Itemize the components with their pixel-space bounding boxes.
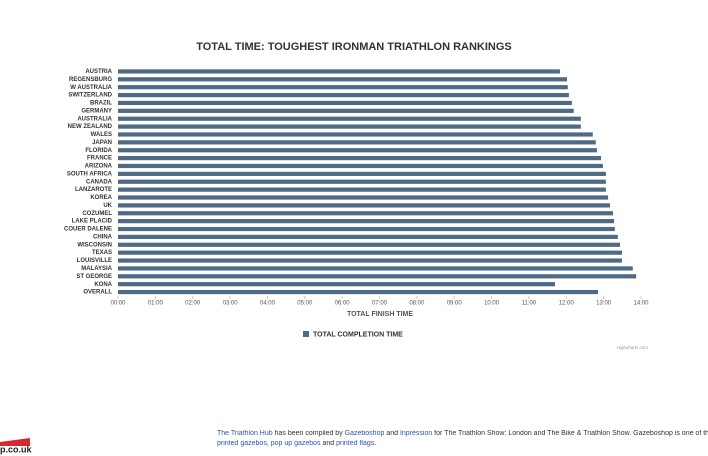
x-axis-label: TOTAL FINISH TIME bbox=[347, 311, 413, 318]
y-tick-label: LAKE PLACID bbox=[72, 219, 113, 225]
y-tick-label: REGENSBURG bbox=[69, 77, 112, 83]
bar bbox=[118, 140, 596, 145]
x-tick-label: 10:00 bbox=[484, 301, 500, 307]
bar bbox=[118, 156, 602, 161]
bar bbox=[118, 226, 615, 232]
logo-mark bbox=[0, 438, 30, 446]
footer-text: and bbox=[320, 440, 337, 447]
bar bbox=[118, 282, 556, 287]
y-tick-label: LOUISVILLE bbox=[77, 258, 112, 264]
y-tick-label: AUSTRIA bbox=[85, 69, 112, 75]
y-tick-label: CHINA bbox=[93, 234, 113, 240]
bar bbox=[118, 132, 593, 137]
bar bbox=[118, 163, 603, 169]
link[interactable]: Inpression bbox=[399, 430, 433, 437]
y-tick-label: KONA bbox=[94, 282, 112, 288]
link[interactable]: Gazeboshop bbox=[344, 430, 385, 437]
bar bbox=[118, 250, 622, 255]
x-tick-label: 08:00 bbox=[409, 301, 425, 307]
x-tick-label: 04:00 bbox=[260, 301, 276, 307]
y-tick-label: UK bbox=[103, 203, 112, 209]
bar bbox=[118, 124, 581, 129]
x-tick-label: 13:00 bbox=[596, 301, 612, 307]
y-tick-label: ARIZONA bbox=[85, 164, 113, 170]
y-tick-label: GERMANY bbox=[81, 108, 112, 114]
y-tick-label: FLORIDA bbox=[85, 148, 112, 154]
bar bbox=[118, 266, 633, 271]
footer-text: has been compiled by bbox=[272, 430, 345, 437]
x-tick-label: 02:00 bbox=[185, 301, 201, 307]
footer-line: printed gazebos, pop up gazebos and prin… bbox=[217, 440, 708, 447]
y-tick-label: NEW ZEALAND bbox=[68, 124, 113, 130]
x-tick-label: 09:00 bbox=[447, 301, 463, 307]
bar bbox=[118, 148, 597, 153]
link[interactable]: pop up gazebos bbox=[270, 440, 321, 447]
bar bbox=[118, 92, 569, 98]
y-tick-label: MALAYSIA bbox=[81, 266, 112, 272]
legend-swatch bbox=[303, 331, 309, 337]
bar bbox=[118, 258, 622, 263]
bar bbox=[118, 242, 621, 247]
y-tick-label: WISCONSIN bbox=[77, 242, 112, 248]
footer-text: . bbox=[374, 440, 377, 447]
bar bbox=[118, 195, 609, 200]
y-tick-label: LANZAROTE bbox=[75, 187, 112, 193]
credit: Highcharts.com bbox=[617, 345, 649, 350]
y-tick-label: TEXAS bbox=[92, 250, 112, 256]
bar bbox=[118, 289, 599, 295]
y-tick-label: KOREA bbox=[90, 195, 112, 201]
y-tick-label: OVERALL bbox=[83, 290, 112, 296]
y-tick-label: JAPAN bbox=[92, 140, 112, 146]
chart-title: TOTAL TIME: TOUGHEST IRONMAN TRIATHLON R… bbox=[196, 41, 512, 53]
footer-text: for The Triathlon Show: London and The B… bbox=[434, 430, 708, 437]
bar bbox=[118, 187, 606, 192]
bar bbox=[118, 77, 568, 82]
y-tick-label: FRANCE bbox=[87, 156, 112, 162]
y-tick-label: ST GEORGE bbox=[76, 274, 112, 280]
footer-text: , bbox=[266, 440, 271, 447]
footer-text: and bbox=[384, 430, 400, 437]
bar bbox=[118, 203, 610, 208]
x-tick-label: 06:00 bbox=[335, 301, 351, 307]
link[interactable]: printed gazebos bbox=[217, 440, 267, 447]
x-tick-label: 12:00 bbox=[559, 301, 575, 307]
bar bbox=[118, 274, 637, 279]
bar bbox=[118, 179, 606, 184]
bar bbox=[118, 116, 581, 121]
x-tick-label: 14:00 bbox=[633, 301, 649, 307]
y-tick-label: CANADA bbox=[86, 179, 113, 185]
bar bbox=[118, 85, 568, 90]
y-tick-label: COZUMEL bbox=[82, 211, 112, 217]
bar bbox=[118, 211, 613, 216]
x-tick-label: 00:00 bbox=[110, 301, 126, 307]
y-tick-label: AUSTRALIA bbox=[77, 116, 112, 122]
x-tick-label: 11:00 bbox=[522, 301, 537, 307]
link[interactable]: printed flags bbox=[336, 440, 375, 447]
y-tick-label: COUER DALENE bbox=[64, 227, 112, 233]
link[interactable]: The Triathlon Hub bbox=[217, 430, 273, 437]
bar bbox=[118, 219, 615, 224]
x-tick-label: 05:00 bbox=[297, 301, 313, 307]
y-tick-label: W AUSTRALIA bbox=[70, 85, 112, 91]
y-tick-label: SOUTH AFRICA bbox=[67, 171, 113, 177]
x-tick-label: 03:00 bbox=[223, 301, 239, 307]
legend-label: TOTAL COMPLETION TIME bbox=[313, 331, 403, 338]
bar bbox=[118, 108, 574, 113]
bar bbox=[118, 69, 560, 74]
x-tick-label: 07:00 bbox=[372, 301, 388, 307]
bar bbox=[118, 234, 618, 240]
logo-text: p.co.uk bbox=[0, 444, 32, 454]
footer-line: The Triathlon Hub has been compiled by G… bbox=[217, 430, 708, 437]
y-tick-label: SWITZERLAND bbox=[68, 93, 112, 99]
x-tick-label: 01:00 bbox=[148, 301, 164, 307]
y-tick-label: BRAZIL bbox=[90, 101, 112, 107]
y-tick-label: WALES bbox=[91, 132, 112, 138]
bar bbox=[118, 171, 606, 176]
bar bbox=[118, 100, 572, 106]
